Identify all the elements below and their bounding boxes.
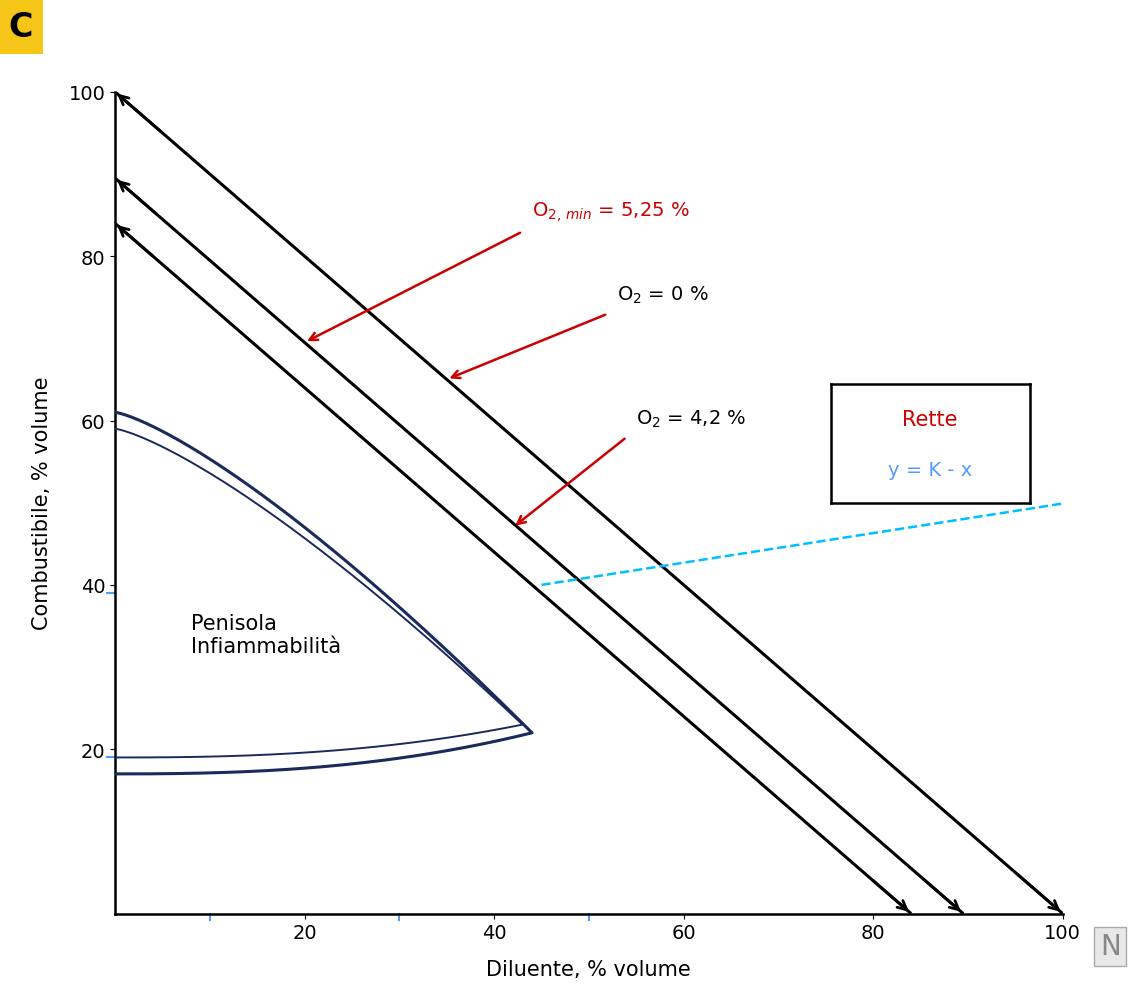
X-axis label: Diluente, % volume: Diluente, % volume — [487, 959, 692, 979]
Text: O$_2$ = 0 %: O$_2$ = 0 % — [617, 285, 709, 306]
Y-axis label: Combustibile, % volume: Combustibile, % volume — [32, 377, 52, 630]
Text: Penisola
Infiammabilità: Penisola Infiammabilità — [191, 613, 341, 656]
Text: O$_2$ = 4,2 %: O$_2$ = 4,2 % — [636, 408, 746, 429]
Text: N: N — [1100, 932, 1121, 960]
Text: C: C — [8, 11, 33, 44]
Text: O$_{2,\,min}$ = 5,25 %: O$_{2,\,min}$ = 5,25 % — [532, 200, 689, 224]
